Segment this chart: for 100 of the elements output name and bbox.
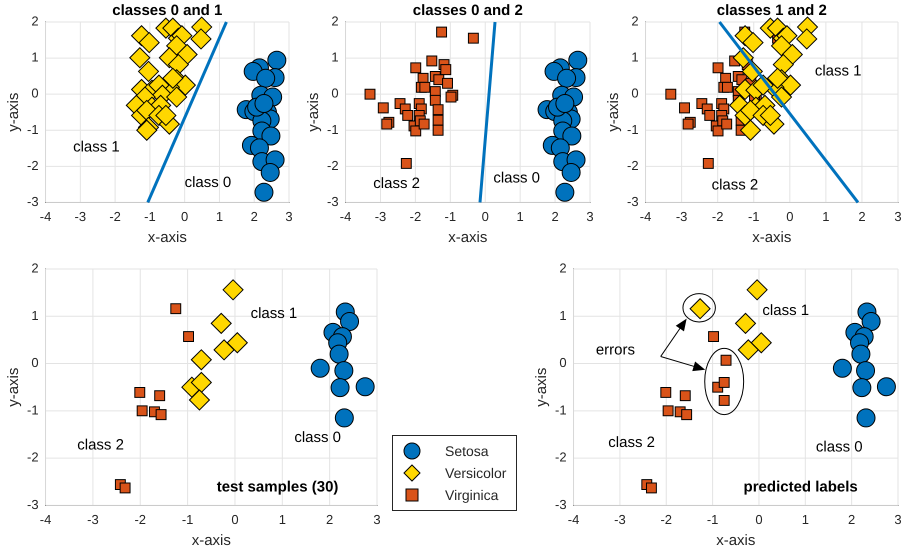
point [226, 332, 248, 354]
x-tick-label: -3 [374, 208, 386, 224]
x-tick-label: -3 [74, 208, 86, 224]
x-tick-label: -2 [134, 512, 146, 527]
x-tick-label: -4 [340, 208, 352, 224]
y-tick-label: -3 [554, 496, 567, 512]
point [170, 303, 182, 314]
point [740, 120, 762, 141]
point [712, 62, 724, 74]
x-axis-title: x-axis [716, 532, 756, 550]
x-tick-label: -1 [444, 208, 456, 224]
point [400, 158, 412, 169]
x-tick-label: 2 [250, 208, 258, 224]
point [222, 279, 244, 300]
point [646, 482, 657, 494]
x-tick-label: 3 [894, 208, 902, 224]
point [681, 409, 692, 420]
x-tick-label: -4 [40, 208, 52, 224]
point [156, 409, 167, 420]
point [129, 47, 150, 68]
point [442, 78, 453, 89]
y-tick-label: 0 [331, 86, 339, 101]
y-tick-label: 2 [331, 14, 339, 29]
point [862, 312, 881, 331]
point [738, 339, 759, 360]
annotation: class 1 [762, 302, 810, 320]
point [134, 386, 146, 398]
text: predicted labels [744, 478, 858, 496]
point [120, 482, 131, 494]
point [665, 88, 676, 100]
y-tick-label: -2 [554, 450, 567, 465]
y-tick-label: -2 [26, 450, 39, 465]
point [746, 279, 768, 300]
point [261, 126, 280, 146]
y-tick-label: 2 [559, 260, 567, 276]
annotation: class 1 [814, 62, 862, 80]
x-tick-label: -3 [614, 512, 626, 527]
point [876, 377, 896, 396]
point [660, 386, 672, 398]
y-tick-label: 2 [31, 14, 39, 29]
point [708, 331, 719, 342]
point [760, 104, 781, 126]
y-tick-label: -3 [326, 194, 339, 209]
y-axis-title: y-axis [5, 92, 22, 132]
y-axis-title: y-axis [5, 368, 22, 407]
x-tick-label: -2 [109, 208, 121, 224]
y-tick-label: 1 [559, 308, 567, 323]
x-tick-label: 3 [285, 208, 293, 224]
point [334, 361, 354, 380]
x-tick-label: 2 [858, 208, 866, 224]
annotation: errors [596, 341, 635, 358]
y-tick-label: -3 [26, 194, 39, 209]
x-tick-label: -4 [640, 208, 652, 224]
point [260, 162, 280, 182]
point [432, 114, 444, 126]
point [702, 158, 714, 169]
point [662, 405, 674, 416]
y-tick-label: 1 [631, 50, 639, 65]
y-tick-label: -1 [626, 122, 639, 137]
point [214, 339, 235, 360]
point [782, 44, 803, 65]
point [742, 32, 764, 54]
y-tick-label: 0 [31, 86, 39, 101]
annotation: class 1 [250, 305, 298, 322]
x-tick-label: -1 [144, 208, 156, 224]
x-tick-label: 3 [586, 208, 594, 224]
point [440, 64, 452, 76]
y-tick-label: -1 [26, 402, 39, 418]
point [254, 182, 274, 202]
point [190, 372, 212, 393]
x-tick-label: 0 [786, 208, 794, 224]
point [771, 35, 792, 56]
point [718, 394, 730, 406]
y-axis-title: y-axis [305, 92, 322, 132]
point [364, 88, 376, 100]
point [410, 62, 422, 74]
annotation: class 1 [73, 138, 120, 156]
point [680, 390, 691, 402]
y-axis-title: y-axis [533, 368, 550, 407]
y-tick-label: 0 [31, 355, 39, 370]
point [166, 86, 188, 108]
point [190, 28, 212, 50]
legend-label: Setosa [445, 443, 489, 460]
point [136, 405, 148, 416]
y-tick-label: -2 [26, 158, 39, 173]
y-tick-label: -3 [26, 496, 39, 512]
x-tick-label: -4 [568, 512, 580, 527]
point [555, 182, 574, 202]
x-tick-label: -3 [87, 512, 99, 527]
point [721, 118, 732, 130]
annotation: class 0 [294, 428, 342, 446]
point [330, 344, 349, 364]
y-tick-label: 2 [631, 14, 639, 29]
x-tick-label: 1 [216, 208, 224, 224]
y-tick-label: -2 [326, 158, 339, 173]
x-tick-label: -2 [712, 208, 724, 224]
point [356, 377, 375, 396]
x-tick-label: 2 [848, 512, 856, 527]
point [704, 110, 716, 121]
y-tick-label: 1 [331, 50, 339, 65]
